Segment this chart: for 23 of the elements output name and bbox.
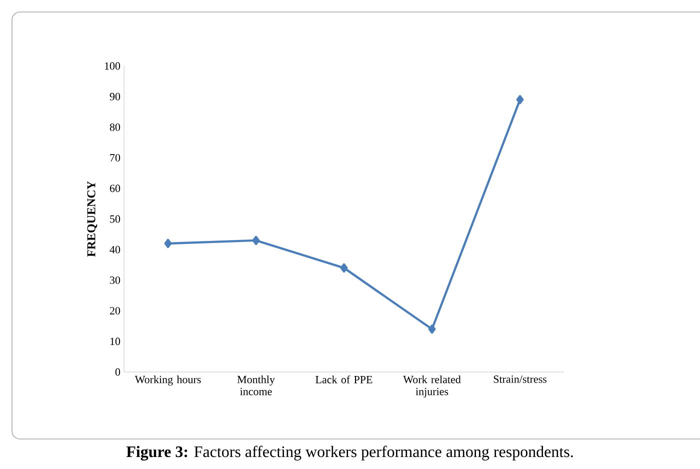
x-tick-label: Lack of PPE bbox=[316, 376, 372, 384]
y-tick-label: 80 bbox=[110, 123, 120, 131]
y-tick-label: 10 bbox=[110, 338, 120, 346]
y-tick-label: 70 bbox=[110, 154, 120, 162]
x-tick-label: Strain/stress bbox=[494, 376, 547, 383]
y-tick-label: 40 bbox=[110, 246, 120, 254]
y-tick-label: 60 bbox=[110, 184, 120, 192]
y-tick-label: 0 bbox=[115, 368, 120, 376]
y-tick-label: 30 bbox=[110, 276, 120, 284]
x-tick-label: Work related injuries bbox=[403, 376, 461, 398]
text: Figure 3: Factors affecting workers performance among respondents. bbox=[126, 446, 573, 461]
y-tick-label: 100 bbox=[104, 62, 120, 70]
y-tick-label: 20 bbox=[110, 307, 120, 314]
point bbox=[164, 238, 172, 248]
x-tick-label: Working hours bbox=[134, 376, 201, 386]
y-axis-title: FREQUENCY bbox=[87, 181, 98, 257]
point bbox=[340, 263, 348, 273]
y-tick-label: 90 bbox=[110, 92, 120, 100]
point bbox=[428, 324, 436, 334]
y-tick-label: 50 bbox=[110, 215, 120, 223]
point bbox=[516, 95, 524, 104]
point bbox=[252, 236, 260, 246]
x-tick-label: Monthly income bbox=[237, 376, 275, 396]
